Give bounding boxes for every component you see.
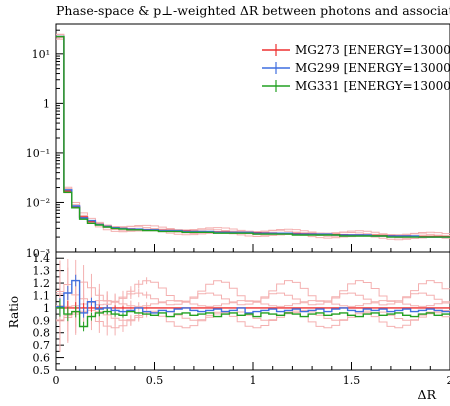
ratio-y-tick-label: 0.5: [33, 364, 51, 377]
ratio-y-tick-label: 0.9: [33, 314, 51, 327]
legend-label: MG299 [ENERGY=13000]: [295, 61, 450, 75]
legend-label: MG273 [ENERGY=13000]: [295, 43, 450, 57]
x-tick-label: 0: [53, 374, 60, 387]
main-y-tick-label: 10⁻²: [26, 196, 50, 209]
ratio-y-tick-label: 1.4: [33, 252, 51, 265]
legend-label: MG331 [ENERGY=13000]: [295, 79, 450, 93]
ratio-y-tick-label: 0.6: [33, 352, 51, 365]
ratio-y-tick-label: 1: [43, 302, 50, 315]
main-y-tick-label: 10⁻¹: [26, 147, 50, 160]
main-y-tick-label: 1: [43, 97, 50, 110]
ratio-ylabel: Ratio: [7, 296, 21, 328]
ratio-y-ticks: 0.50.60.70.80.911.11.21.31.4: [33, 252, 65, 377]
ratio-y-tick-label: 0.8: [33, 327, 51, 340]
ratio-y-tick-label: 1.2: [33, 277, 51, 290]
legend: MG273 [ENERGY=13000] MG299 [ENERGY=13000]…: [262, 43, 450, 93]
ratio-y-tick-label: 1.3: [33, 265, 51, 278]
x-tick-label: 2: [447, 374, 450, 387]
main-panel-frame: [56, 24, 450, 252]
x-tick-label: 1: [250, 374, 257, 387]
chart-title: Phase-space & p⊥-weighted ΔR between pho…: [56, 3, 450, 18]
ratio-y-tick-label: 1.1: [33, 289, 51, 302]
main-y-tick-label: 10¹: [32, 48, 50, 61]
x-tick-label: 0.5: [146, 374, 164, 387]
ratio-y-tick-label: 0.7: [33, 339, 51, 352]
x-tick-label: 1.5: [343, 374, 361, 387]
x-axis-label: ΔR: [418, 387, 437, 402]
